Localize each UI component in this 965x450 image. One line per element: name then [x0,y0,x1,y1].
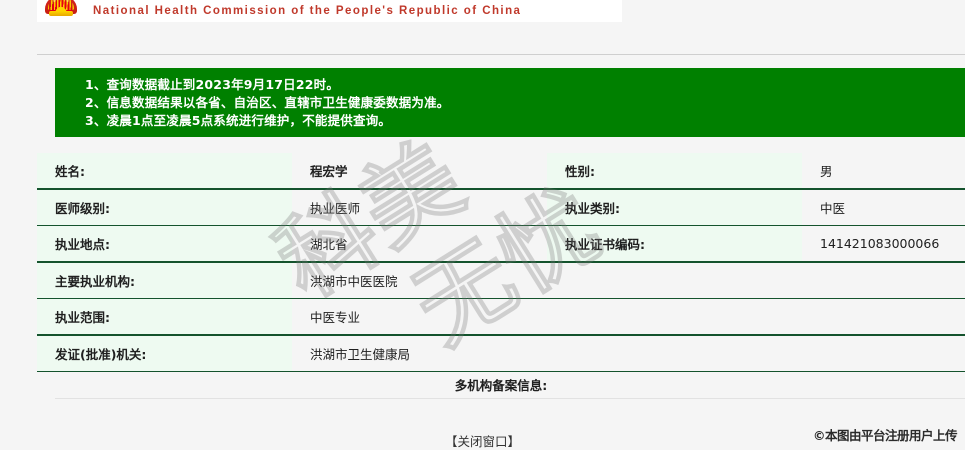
label-issuing-authority: 发证(批准)机关: [37,335,292,371]
multi-institution-record-title: 多机构备案信息: [454,377,548,393]
row-separator [37,334,965,336]
label-name: 姓名: [37,153,292,188]
table-row: 姓名: 程宏学 性别: 男 [37,153,965,188]
value-name: 程宏学 [310,164,348,179]
row-separator [37,370,965,372]
header-divider [37,54,965,55]
label-practice-scope: 执业范围: [37,299,292,334]
table-row: 执业地点: 湖北省 执业证书编码: 141421083000066 [37,226,965,261]
value-gender: 男 [820,164,833,179]
doctor-info-table: 姓名: 程宏学 性别: 男 医师级别: 执业医师 执业类别: 中医 执业地点: … [37,153,965,372]
table-row: 主要执业机构: 洪湖市中医医院 [37,262,965,298]
china-national-emblem-icon [43,0,79,22]
notice-line-2: 2、信息数据结果以各省、自治区、直辖市卫生健康委数据为准。 [85,95,450,110]
row-separator [37,261,965,263]
value-issuing-authority: 洪湖市卫生健康局 [310,346,411,362]
value-certificate-number: 141421083000066 [820,236,940,251]
label-practice-location: 执业地点: [37,226,292,261]
banner-title: National Health Commission of the People… [93,5,522,17]
value-doctor-level: 执业医师 [310,200,361,216]
label-certificate-number: 执业证书编码: [547,226,802,261]
value-practice-category: 中医 [820,200,846,216]
table-row: 医师级别: 执业医师 执业类别: 中医 [37,189,965,225]
notice-line-3: 3、凌晨1点至凌晨5点系统进行维护，不能提供查询。 [85,113,392,128]
label-practice-category: 执业类别: [547,189,802,225]
value-practice-scope: 中医专业 [310,310,361,325]
table-row: 发证(批准)机关: 洪湖市卫生健康局 [37,335,965,371]
emblem-stars-shape [52,0,70,4]
label-main-institution: 主要执业机构: [37,262,292,298]
row-separator [37,297,965,299]
row-separator [37,188,965,190]
table-row: 执业范围: 中医专业 [37,299,965,334]
emblem-base-shape [49,11,73,16]
close-window-link[interactable]: 【关闭窗口】 [444,434,520,449]
notice-line-1: 1、查询数据截止到2023年9月17日22时。 [85,77,340,92]
site-header-banner: National Health Commission of the People… [37,0,622,22]
value-practice-location: 湖北省 [310,237,348,252]
label-gender: 性别: [547,153,802,188]
notice-box: 1、查询数据截止到2023年9月17日22时。 2、信息数据结果以各省、自治区、… [55,68,965,137]
value-main-institution: 洪湖市中医医院 [310,273,398,289]
row-separator [37,224,965,226]
emblem-rays-shape [48,0,74,10]
label-doctor-level: 医师级别: [37,189,292,225]
footer-divider [55,398,965,399]
